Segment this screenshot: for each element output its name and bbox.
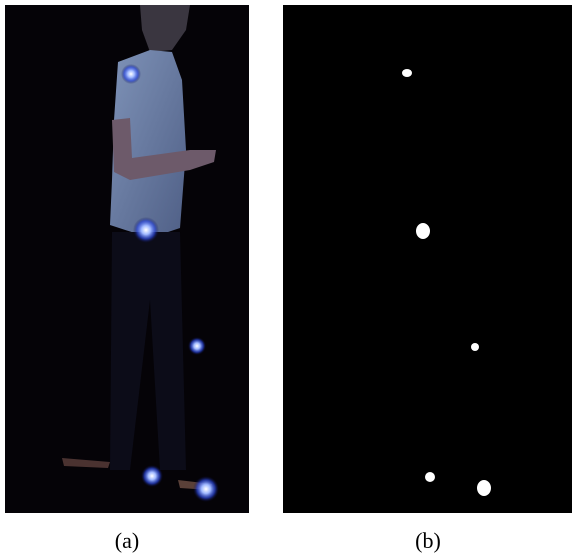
blob [425,472,435,482]
marker [141,465,163,487]
marker [193,476,219,502]
caption: (a) [115,528,139,553]
blob [402,69,412,77]
caption: (b) [415,528,441,553]
blob [416,223,430,239]
panel-a [5,5,249,513]
blob [477,480,491,496]
marker [133,217,159,243]
blob [471,343,479,351]
marker [188,337,206,355]
marker [121,64,141,84]
panel-b [283,5,572,513]
figure: (a) (b) [0,0,573,556]
mask-background [283,5,572,513]
